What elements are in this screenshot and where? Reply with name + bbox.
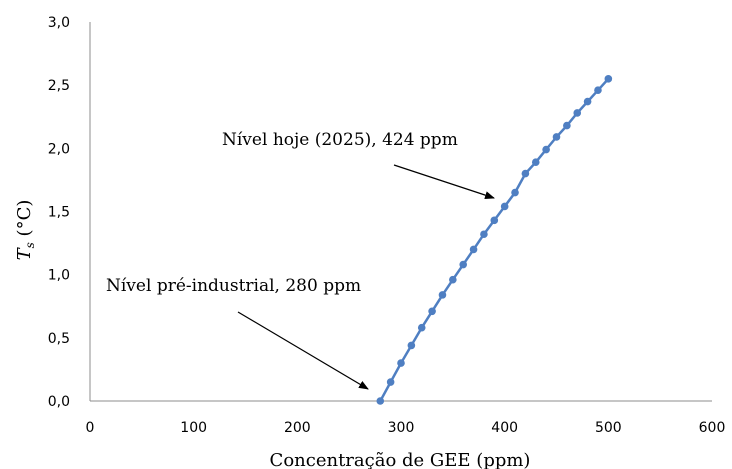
data-point — [428, 307, 436, 316]
data-point — [480, 230, 488, 239]
x-tick-label: 0 — [86, 420, 95, 436]
data-point — [376, 397, 385, 405]
data-point — [417, 323, 426, 332]
x-tick-label: 400 — [491, 420, 518, 436]
data-point — [407, 341, 416, 350]
data-point — [438, 291, 447, 299]
data-point — [563, 121, 571, 130]
annotation-preindustrial: Nível pré-industrial, 280 ppm — [106, 276, 369, 390]
x-tick-label: 200 — [284, 420, 311, 436]
data-point — [511, 188, 519, 197]
data-point — [469, 245, 478, 254]
x-tick-label: 300 — [388, 420, 415, 436]
annotation-today-arrow — [393, 164, 495, 199]
y-tick-labels: 0,0 0,5 1,0 1,5 2,0 2,5 3,0 — [48, 15, 70, 410]
y-axis-symbol: T — [14, 246, 35, 260]
x-tick-label: 600 — [699, 420, 726, 436]
data-point — [449, 275, 457, 284]
y-tick-label: 0,0 — [48, 394, 70, 410]
x-tick-label: 100 — [180, 420, 207, 436]
y-tick-label: 1,0 — [48, 268, 70, 284]
data-point — [531, 158, 540, 167]
annotation-preindustrial-arrow — [237, 311, 369, 390]
data-point — [459, 260, 468, 269]
y-axis-unit: (°C) — [14, 200, 35, 243]
series-line — [379, 78, 610, 402]
plot-area — [89, 22, 712, 402]
data-point — [386, 378, 395, 386]
data-point — [583, 97, 592, 106]
y-tick-label: 2,5 — [48, 78, 70, 94]
data-point — [490, 216, 499, 225]
data-point — [542, 145, 550, 154]
annotation-preindustrial-label: Nível pré-industrial, 280 ppm — [106, 276, 361, 296]
x-axis-title: Concentração de GEE (ppm) — [270, 450, 531, 469]
data-point — [573, 109, 582, 117]
data-point — [521, 169, 530, 178]
data-point — [552, 133, 561, 141]
x-tick-label: 500 — [595, 420, 622, 436]
annotation-today: Nível hoje (2025), 424 ppm — [222, 130, 495, 199]
annotation-today-label: Nível hoje (2025), 424 ppm — [222, 130, 458, 150]
data-point — [594, 86, 602, 95]
data-point — [500, 202, 509, 211]
y-axis-title: Ts (°C) — [14, 200, 37, 261]
y-tick-label: 2,0 — [48, 141, 70, 157]
y-tick-label: 1,5 — [48, 205, 70, 221]
data-point — [397, 359, 405, 367]
x-tick-labels: 0 100 200 300 400 500 600 — [86, 420, 726, 436]
data-point — [604, 75, 613, 83]
y-tick-label: 3,0 — [48, 15, 70, 31]
series-layer — [376, 75, 613, 405]
y-axis-subscript: s — [23, 242, 37, 248]
y-tick-label: 0,5 — [48, 331, 70, 347]
